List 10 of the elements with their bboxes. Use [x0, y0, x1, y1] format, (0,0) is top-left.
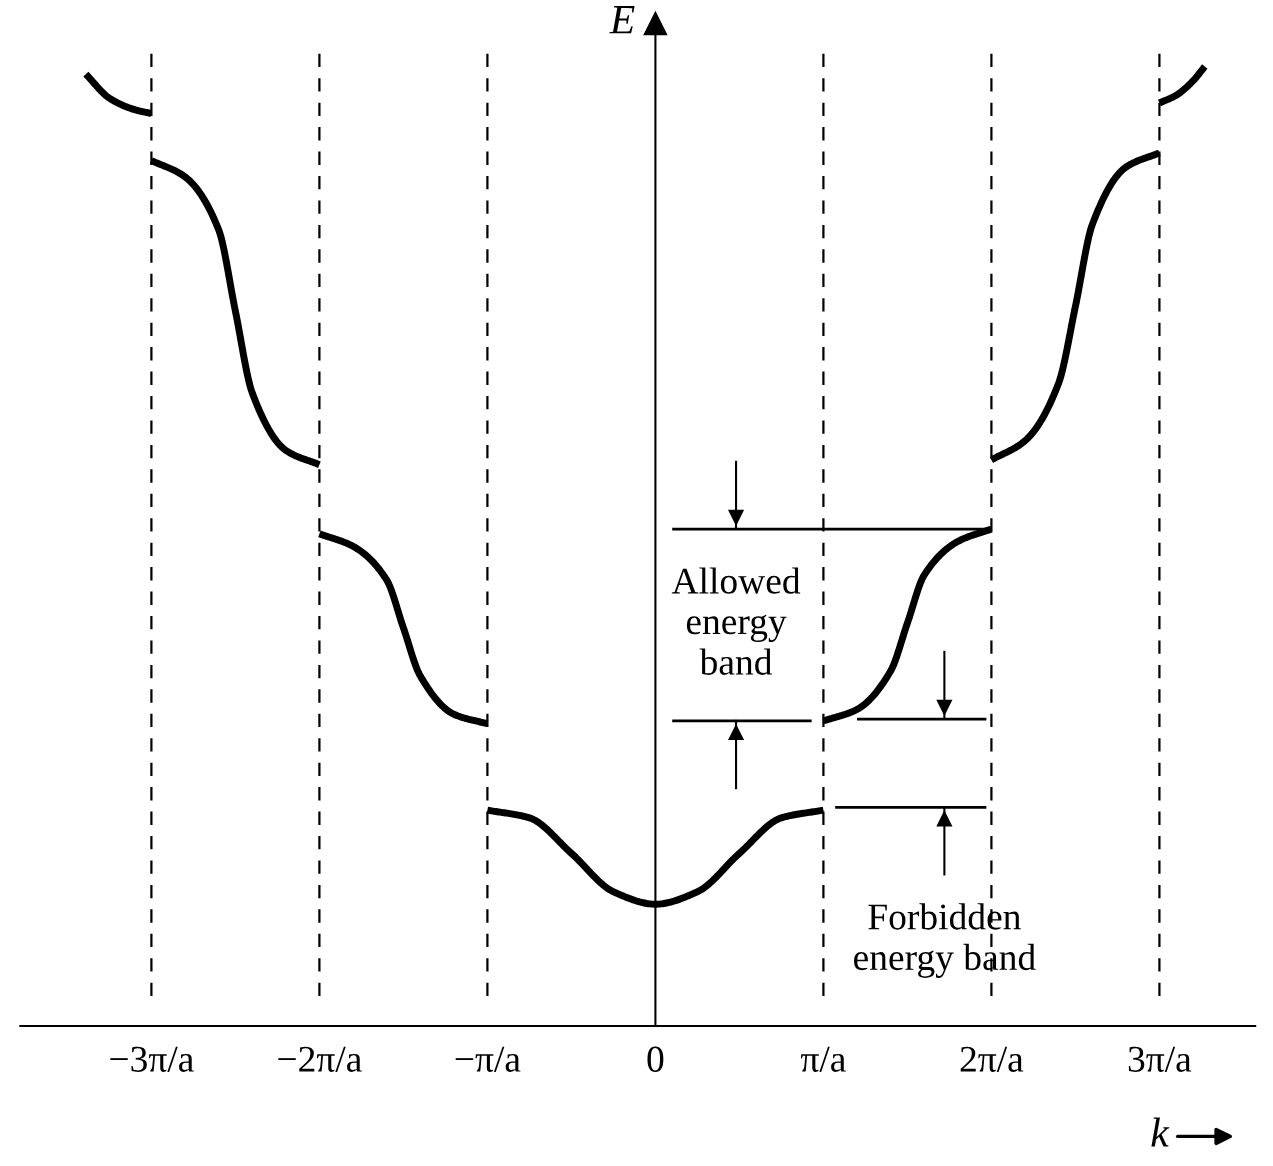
x-tick-label: 2π/a	[960, 1046, 1024, 1072]
annotation: Allowed energy band	[671, 567, 801, 675]
x-tick-label: 3π/a	[1128, 1046, 1192, 1072]
x-tick-label: 0	[647, 1046, 664, 1072]
x-tick-label: π/a	[800, 1046, 846, 1072]
x-tick-label: −π/a	[455, 1046, 521, 1072]
x-tick-label: −3π/a	[110, 1046, 194, 1072]
y-axis-title: E	[609, 6, 635, 34]
x-tick-label: −2π/a	[278, 1046, 362, 1072]
x-axis-title: k	[1151, 1117, 1170, 1147]
